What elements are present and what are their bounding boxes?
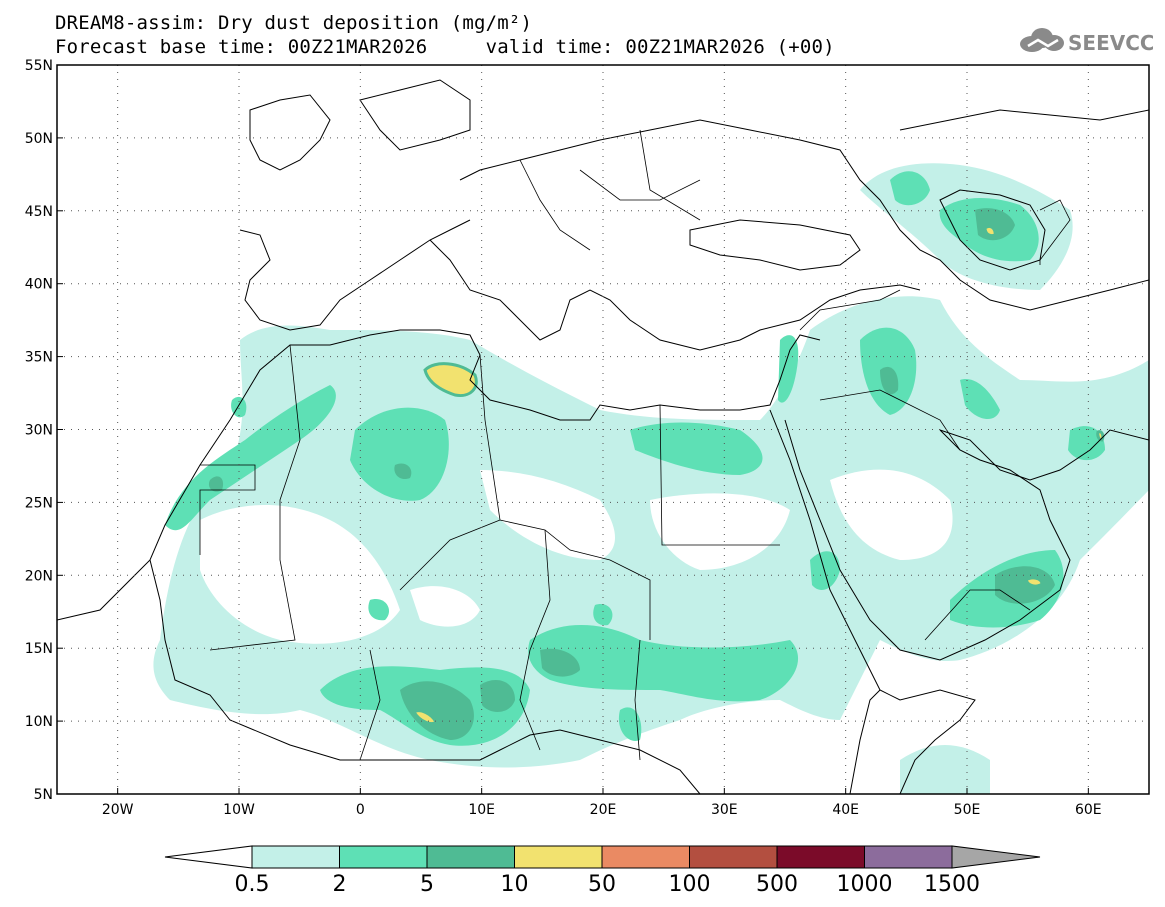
colorbar-swatch: [251, 845, 340, 869]
country-borders: [199, 129, 1071, 761]
lat-tick-label: 20N: [25, 568, 53, 584]
logo-text: SEEVCCC: [1068, 31, 1153, 55]
lon-tick-label: 60E: [1075, 802, 1102, 818]
cloud-icon: [1020, 28, 1064, 52]
seevccc-logo: SEEVCCC: [1020, 28, 1153, 55]
lat-tick-label: 55N: [25, 58, 53, 74]
lon-tick-label: 50E: [954, 802, 981, 818]
lat-tick-label: 30N: [25, 423, 53, 439]
lon-tick-label: 20E: [590, 802, 617, 818]
colorbar-label: 5: [420, 872, 434, 897]
colorbar-swatch: [864, 845, 953, 869]
lon-tick-label: 30E: [711, 802, 738, 818]
colorbar-swatch: [339, 845, 428, 869]
forecast-base-time: Forecast base time: 00Z21MAR2026: [55, 36, 428, 58]
colorbar-label: 1000: [837, 872, 893, 897]
lat-tick-label: 10N: [25, 714, 53, 730]
colorbar-labels: 0.5 2 5 10 50 100 500 1000 1500: [235, 872, 981, 897]
colorbar-swatch: [426, 845, 515, 869]
colorbar: [164, 845, 1041, 869]
valid-time: valid time: 00Z21MAR2026 (+00): [485, 36, 835, 58]
map-subtitle: Forecast base time: 00Z21MAR2026 valid t…: [55, 36, 835, 58]
colorbar-label: 1500: [924, 872, 980, 897]
dust-field-high: [208, 208, 1055, 740]
lat-tick-label: 50N: [25, 131, 53, 147]
lon-tick-label: 10W: [223, 802, 255, 818]
colorbar-label: 500: [756, 872, 798, 897]
dust-field-peak: [411, 224, 1105, 726]
colorbar-swatch: [601, 845, 690, 869]
colorbar-label: 100: [669, 872, 711, 897]
lon-tick-label: 0: [356, 802, 365, 818]
latitude-labels: 5N 10N 15N 20N 25N 30N 35N 40N 45N 50N 55N: [25, 58, 63, 803]
lat-tick-label: 35N: [25, 350, 53, 366]
lat-tick-label: 25N: [25, 495, 53, 511]
colorbar-over-arrow: [951, 845, 1041, 869]
longitude-labels: 20W 10W 0 10E 20E 30E 40E 50E 60E: [102, 788, 1102, 818]
coastlines: [57, 79, 1149, 794]
colorbar-swatch: [689, 845, 778, 869]
colorbar-under-arrow: [164, 845, 253, 869]
colorbar-swatch: [514, 845, 603, 869]
colorbar-swatch: [776, 845, 865, 869]
lon-tick-label: 20W: [102, 802, 134, 818]
lat-tick-label: 15N: [25, 641, 53, 657]
lon-tick-label: 40E: [832, 802, 859, 818]
lat-tick-label: 5N: [34, 787, 53, 803]
colorbar-label: 0.5: [235, 872, 270, 897]
colorbar-label: 50: [588, 872, 616, 897]
colorbar-label: 10: [501, 872, 529, 897]
lat-tick-label: 45N: [25, 204, 53, 220]
dust-field-gaps: [200, 469, 953, 644]
lon-tick-label: 10E: [468, 802, 495, 818]
map-title: DREAM8-assim: Dry dust deposition (mg/m²…: [55, 12, 533, 34]
colorbar-label: 2: [333, 872, 347, 897]
lat-tick-label: 40N: [25, 277, 53, 293]
